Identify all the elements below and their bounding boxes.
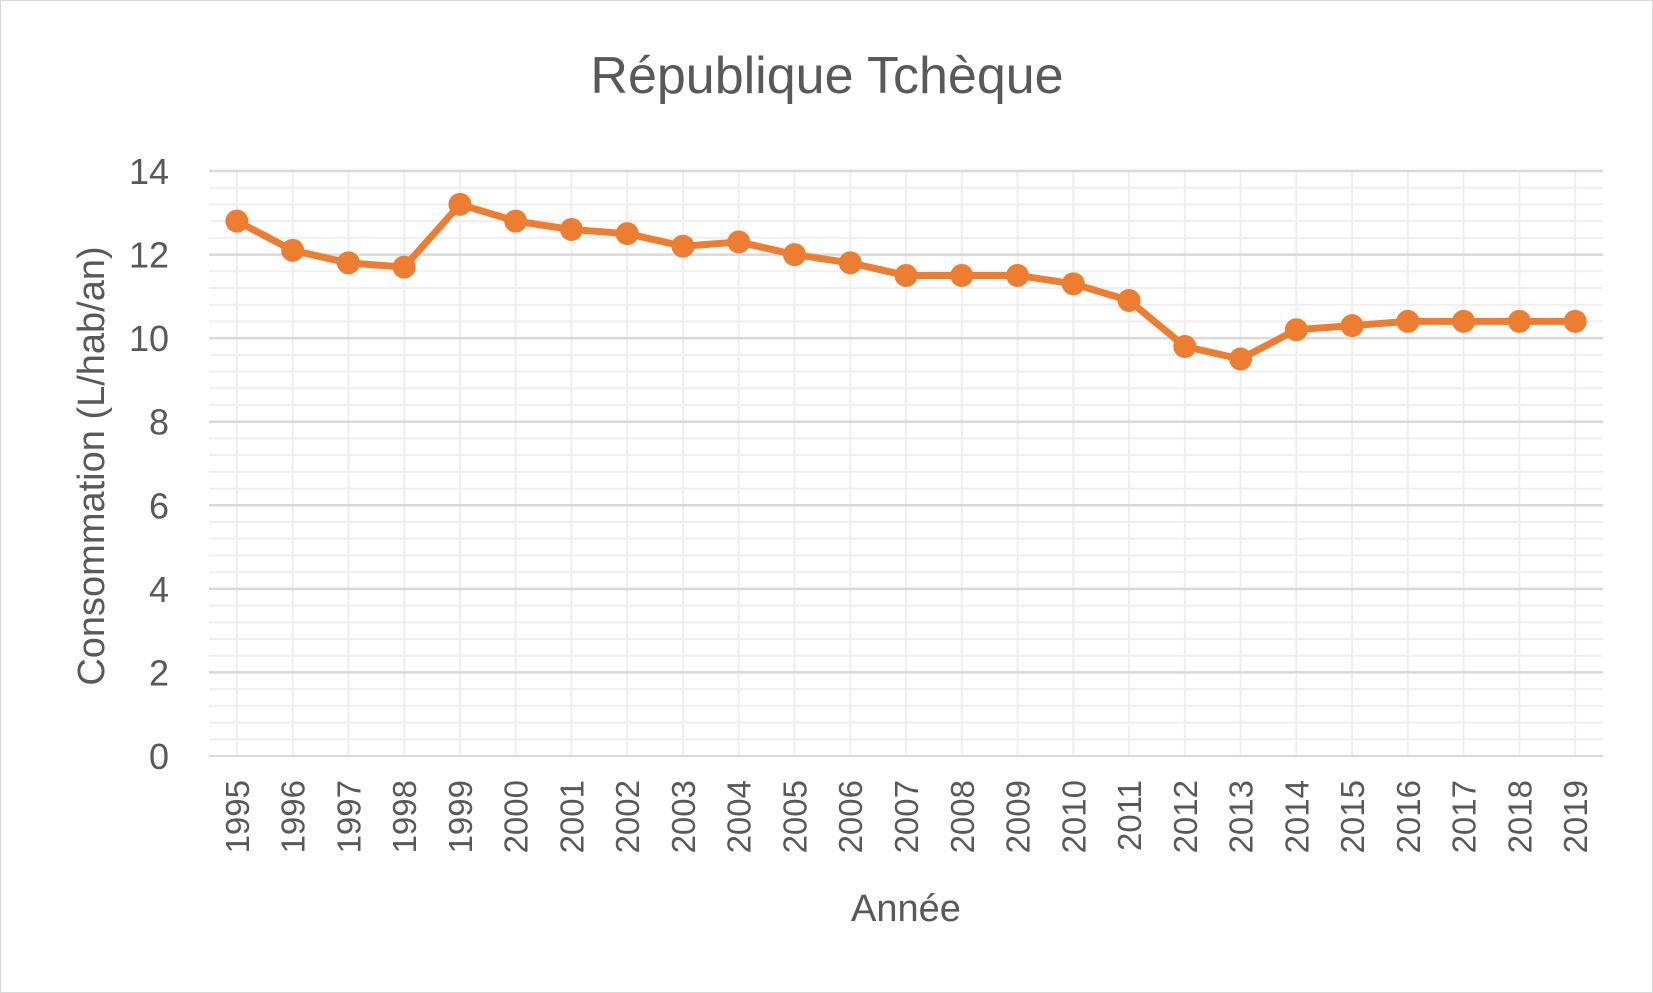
data-point-1995 xyxy=(225,209,249,233)
x-tick-label: 1997 xyxy=(330,780,367,853)
x-tick-label: 2016 xyxy=(1390,780,1427,853)
minor-grid xyxy=(209,171,1603,757)
data-point-2014 xyxy=(1284,318,1308,342)
x-axis-ticks: 1995 1996 1997 1998 1999 2000 2001 2002 2003 2004… xyxy=(219,780,1594,853)
x-tick-label: 1998 xyxy=(386,780,423,853)
x-axis-label: Année xyxy=(851,888,961,930)
data-point-2010 xyxy=(1061,272,1085,296)
x-tick-label: 1996 xyxy=(275,780,312,853)
major-grid xyxy=(209,169,1603,674)
data-point-2004 xyxy=(727,230,751,254)
data-point-2015 xyxy=(1340,314,1364,338)
y-tick-label: 10 xyxy=(129,318,169,359)
data-point-2008 xyxy=(950,263,974,287)
data-point-1997 xyxy=(336,251,360,275)
x-tick-label: 2010 xyxy=(1055,780,1092,853)
data-point-2003 xyxy=(671,234,695,258)
data-point-2005 xyxy=(782,243,806,267)
y-tick-label: 4 xyxy=(149,569,169,610)
data-point-2009 xyxy=(1006,263,1030,287)
x-tick-label: 1999 xyxy=(442,780,479,853)
data-point-2019 xyxy=(1563,309,1587,333)
data-point-2011 xyxy=(1117,289,1141,313)
data-point-1998 xyxy=(392,255,416,279)
series-layer xyxy=(225,192,1587,371)
x-tick-label: 2007 xyxy=(888,780,925,853)
data-point-2016 xyxy=(1396,309,1420,333)
data-point-2001 xyxy=(559,218,583,241)
data-point-2007 xyxy=(894,263,918,287)
x-tick-label: 2011 xyxy=(1111,780,1148,851)
y-tick-label: 2 xyxy=(149,652,169,693)
x-tick-label: 2004 xyxy=(721,780,758,853)
x-tick-label: 2002 xyxy=(609,780,646,853)
x-tick-label: 2013 xyxy=(1223,780,1260,853)
x-tick-label: 2001 xyxy=(553,780,590,853)
data-point-2000 xyxy=(504,209,528,233)
chart-title: République Tchèque xyxy=(590,47,1063,105)
x-tick-label: 2000 xyxy=(498,780,535,853)
data-point-2017 xyxy=(1452,309,1476,333)
y-tick-label: 12 xyxy=(129,235,169,276)
data-point-1999 xyxy=(448,192,472,216)
x-tick-label: 2005 xyxy=(776,780,813,853)
data-point-2012 xyxy=(1173,335,1197,358)
x-tick-label: 2019 xyxy=(1557,780,1594,853)
x-tick-label: 2009 xyxy=(1000,780,1037,853)
x-tick-label: 1995 xyxy=(219,780,256,853)
x-tick-label: 2015 xyxy=(1334,780,1371,853)
y-tick-label: 6 xyxy=(149,485,169,526)
x-tick-label: 2012 xyxy=(1167,780,1204,853)
data-point-2013 xyxy=(1229,347,1253,371)
data-point-2002 xyxy=(615,222,639,246)
x-tick-label: 2017 xyxy=(1446,780,1483,853)
x-tick-label: 2003 xyxy=(665,780,702,853)
y-axis-ticks: 0 2 4 6 8 10 12 14 xyxy=(129,151,169,777)
y-tick-label: 14 xyxy=(129,151,169,192)
x-tick-label: 2014 xyxy=(1278,780,1315,853)
data-point-2018 xyxy=(1507,309,1531,333)
x-tick-label: 2018 xyxy=(1501,780,1538,853)
x-tick-label: 2008 xyxy=(944,780,981,853)
y-axis-label: Consommation (L/hab/an) xyxy=(71,246,113,685)
y-tick-label: 8 xyxy=(149,402,169,443)
data-point-2006 xyxy=(838,251,862,275)
data-point-1996 xyxy=(281,238,305,262)
x-tick-label: 2006 xyxy=(832,780,869,853)
y-tick-label: 0 xyxy=(149,736,169,777)
